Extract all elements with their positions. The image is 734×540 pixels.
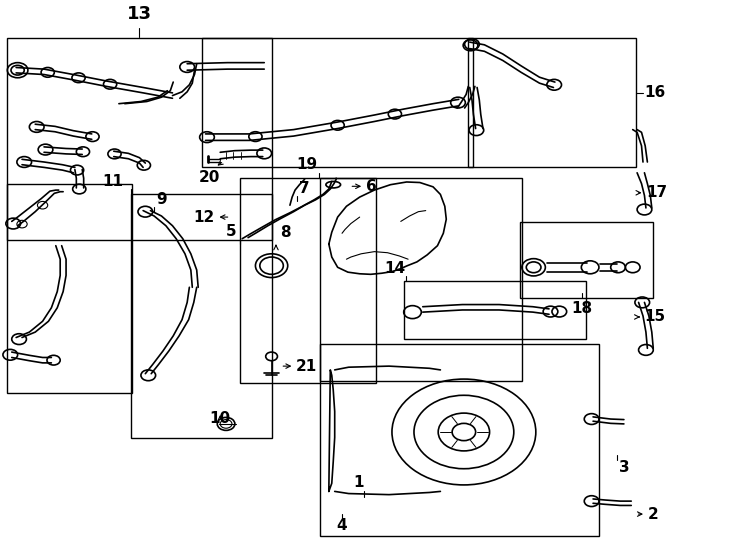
Text: 7: 7 xyxy=(299,181,309,196)
Text: 19: 19 xyxy=(297,157,318,172)
Bar xyxy=(520,222,653,298)
Text: 16: 16 xyxy=(644,85,666,100)
Text: 13: 13 xyxy=(127,5,152,23)
Bar xyxy=(131,194,272,438)
Text: 2: 2 xyxy=(647,507,658,522)
Text: 12: 12 xyxy=(194,210,215,225)
Text: 8: 8 xyxy=(280,225,291,240)
Text: 3: 3 xyxy=(619,460,629,475)
Text: 10: 10 xyxy=(210,411,230,427)
Bar xyxy=(468,38,636,167)
Text: 17: 17 xyxy=(646,185,667,200)
Bar xyxy=(404,281,586,339)
Bar xyxy=(240,178,376,383)
Text: 21: 21 xyxy=(296,359,317,374)
Text: 6: 6 xyxy=(366,179,377,194)
Bar xyxy=(7,38,272,240)
Text: 1: 1 xyxy=(354,475,364,490)
Bar xyxy=(202,38,473,167)
Text: 14: 14 xyxy=(385,261,406,276)
Text: 11: 11 xyxy=(102,174,123,189)
Text: 18: 18 xyxy=(572,301,592,316)
Text: 4: 4 xyxy=(337,518,347,534)
Text: 5: 5 xyxy=(226,224,236,239)
Text: 9: 9 xyxy=(156,192,167,207)
Text: 20: 20 xyxy=(198,170,220,185)
Bar xyxy=(320,344,599,536)
Bar xyxy=(320,178,522,381)
Bar xyxy=(7,184,132,393)
Text: 15: 15 xyxy=(644,309,666,325)
